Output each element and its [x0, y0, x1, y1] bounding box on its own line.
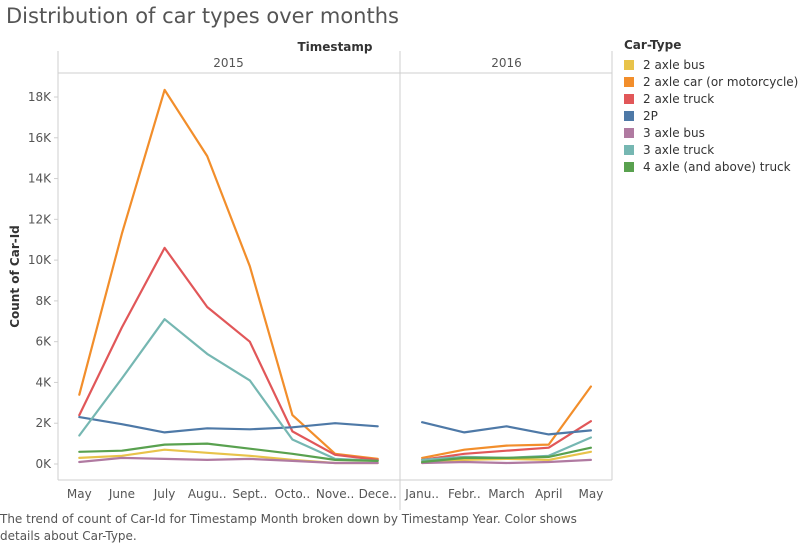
x-tick-label: July — [153, 487, 176, 501]
series-line-4-axle-and-above-truck-2015 — [78, 442, 379, 462]
legend-item[interactable]: 2 axle car (or motorcycle) — [624, 73, 798, 90]
legend-label: 3 axle truck — [643, 142, 715, 157]
y-tick-label: 14K — [28, 172, 52, 186]
x-tick-label: May — [578, 487, 603, 501]
y-tick-label: 10K — [28, 253, 52, 267]
x-tick-label: Octo.. — [275, 487, 311, 501]
series-line-2-axle-truck-2016 — [421, 420, 593, 461]
legend-label: 4 axle (and above) truck — [643, 159, 791, 174]
legend-swatch — [624, 144, 634, 155]
x-tick-label: April — [535, 487, 562, 501]
column-header-title: Timestamp — [297, 40, 372, 54]
series-line-2p-2015 — [78, 416, 379, 434]
x-tick-label: May — [67, 487, 92, 501]
legend-swatch — [624, 59, 634, 70]
legend-swatch — [624, 127, 634, 138]
y-axis-label: Count of Car-Id — [8, 225, 22, 328]
y-tick-label: 18K — [28, 90, 52, 104]
series-line-3-axle-bus-2016 — [421, 458, 593, 465]
y-tick-label: 8K — [35, 294, 52, 308]
x-tick-label: Augu.. — [188, 487, 227, 501]
legend-item[interactable]: 3 axle truck — [624, 141, 798, 158]
series-line-2-axle-car-or-motorcycle--2015 — [78, 88, 379, 460]
series-line-4-axle-and-above-truck-2016 — [421, 446, 593, 464]
series-line-2-axle-car-or-motorcycle--2016 — [421, 385, 593, 459]
legend-swatch — [624, 76, 634, 87]
legend-title: Car-Type — [624, 38, 682, 52]
x-tick-label: Sept.. — [232, 487, 267, 501]
y-tick-label: 16K — [28, 131, 52, 145]
legend-item[interactable]: 3 axle bus — [624, 124, 798, 141]
y-tick-label: 4K — [35, 375, 52, 389]
x-tick-label: Janu.. — [404, 487, 439, 501]
y-tick-label: 12K — [28, 212, 52, 226]
series-line-2p-2016 — [421, 421, 593, 436]
legend-label: 3 axle bus — [643, 125, 705, 140]
legend-label: 2P — [643, 108, 658, 123]
panel-header-label: 2015 — [213, 56, 244, 70]
y-tick-label: 6K — [35, 335, 52, 349]
x-tick-label: June — [108, 487, 135, 501]
chart-caption: The trend of count of Car-Id for Timesta… — [0, 512, 577, 543]
x-tick-label: Febr.. — [448, 487, 481, 501]
x-tick-label: Dece.. — [359, 487, 397, 501]
x-tick-label: Nove.. — [316, 487, 354, 501]
chart-title: Distribution of car types over months — [6, 4, 399, 28]
legend-item[interactable]: 2 axle truck — [624, 90, 798, 107]
legend-item[interactable]: 2 axle bus — [624, 56, 798, 73]
y-tick-label: 2K — [35, 416, 52, 430]
legend-swatch — [624, 110, 634, 121]
legend-swatch — [624, 161, 634, 172]
series-line-2-axle-truck-2015 — [78, 246, 379, 461]
legend-label: 2 axle truck — [643, 91, 715, 106]
x-tick-label: March — [488, 487, 525, 501]
series-line-3-axle-bus-2015 — [78, 456, 379, 465]
y-tick-label: 0K — [35, 457, 52, 471]
series-line-3-axle-truck-2015 — [78, 318, 379, 462]
panel-header-label: 2016 — [491, 56, 522, 70]
legend-item[interactable]: 4 axle (and above) truck — [624, 158, 798, 175]
legend-item[interactable]: 2P — [624, 107, 798, 124]
legend-label: 2 axle bus — [643, 57, 705, 72]
legend-label: 2 axle car (or motorcycle) — [643, 74, 799, 89]
legend-swatch — [624, 93, 634, 104]
legend: Car-Type 2 axle bus 2 axle car (or motorc… — [624, 38, 798, 175]
